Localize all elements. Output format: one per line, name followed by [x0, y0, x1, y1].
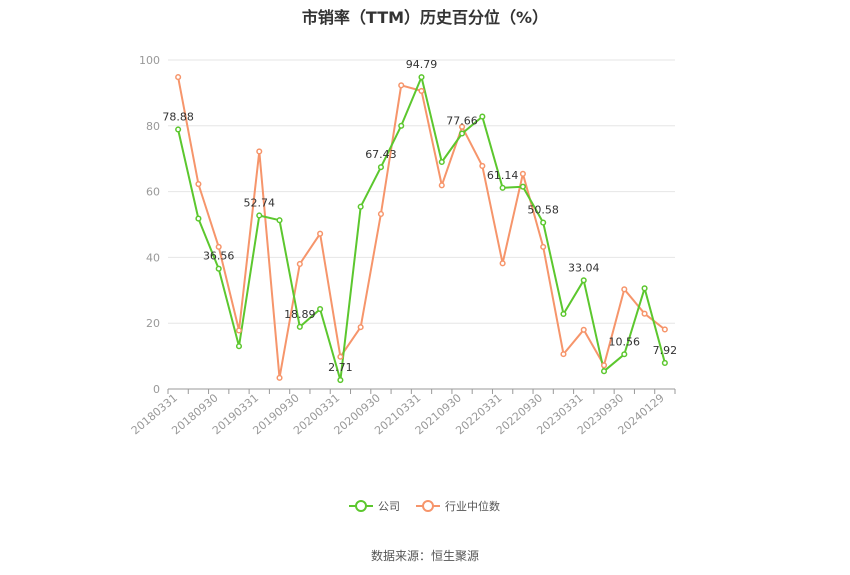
data-point [235, 343, 243, 350]
data-point [641, 285, 648, 292]
data-point [377, 164, 384, 171]
y-tick-label: 0 [153, 383, 160, 396]
data-label: 94.79 [406, 58, 438, 71]
data-point [600, 362, 608, 369]
data-point [661, 359, 668, 366]
data-point [357, 203, 364, 210]
data-point [418, 87, 425, 94]
data-point [215, 265, 222, 272]
data-point [398, 122, 405, 129]
legend-label: 行业中位数 [445, 499, 500, 513]
legend-label: 公司 [378, 500, 400, 513]
data-point [519, 183, 526, 190]
y-tick-label: 60 [146, 186, 160, 199]
data-point [438, 158, 445, 166]
data-label: 33.04 [568, 261, 600, 274]
data-label: 61.14 [487, 169, 519, 182]
data-point [276, 374, 283, 381]
data-point [195, 215, 202, 222]
data-point [276, 217, 283, 224]
series-lines [177, 76, 666, 382]
series-points [175, 74, 668, 384]
data-point [317, 306, 324, 313]
data-point [418, 74, 425, 81]
data-point [661, 326, 668, 333]
data-label: 52.74 [244, 196, 276, 209]
data-point [641, 310, 648, 317]
data-point [499, 260, 506, 267]
data-label: 2.71 [328, 361, 353, 374]
data-point [479, 162, 486, 169]
data-point [580, 277, 587, 284]
source-note: 数据来源：恒生聚源 [370, 549, 479, 563]
data-point [438, 182, 445, 189]
data-point [479, 113, 486, 120]
data-point [459, 130, 466, 137]
y-tick-label: 40 [146, 251, 160, 264]
data-point [175, 126, 182, 133]
data-point [235, 327, 243, 334]
data-label: 10.56 [609, 335, 641, 348]
data-point [540, 219, 547, 226]
data-point [195, 180, 202, 188]
data-point [296, 323, 303, 330]
data-labels: 78.88 36.56 52.74 18.89 2.71 67.43 94.79 77.66 6… [162, 58, 677, 374]
data-point [256, 148, 263, 155]
data-point [459, 123, 466, 130]
data-point [519, 170, 526, 177]
data-point [296, 260, 303, 268]
data-point [317, 230, 324, 237]
data-point [560, 351, 567, 358]
chart-title: 市销率（TTM）历史百分位（%） [301, 8, 549, 27]
legend-marker [355, 500, 367, 512]
data-label: 7.92 [653, 344, 678, 357]
data-point [256, 212, 263, 219]
y-tick-label: 100 [139, 54, 160, 67]
data-point [175, 74, 182, 81]
data-point [337, 353, 344, 360]
data-label: 50.58 [527, 204, 559, 217]
data-point [377, 210, 384, 218]
data-point [621, 351, 628, 358]
gridlines [168, 59, 675, 324]
data-point [215, 243, 222, 250]
data-point [398, 82, 405, 89]
legend: 公司 行业中位数 [349, 499, 500, 513]
data-point [499, 184, 506, 191]
data-point [621, 286, 628, 293]
y-tick-label: 20 [146, 317, 160, 330]
data-point [600, 368, 608, 375]
y-tick-label: 80 [146, 120, 160, 133]
data-point [560, 310, 567, 318]
data-label: 77.66 [446, 114, 478, 127]
data-point [337, 377, 344, 384]
series-line [177, 76, 666, 379]
data-point [580, 326, 587, 333]
data-label: 18.89 [284, 308, 316, 321]
data-label: 67.43 [365, 148, 397, 161]
data-label: 78.88 [162, 110, 194, 123]
axes: 0204060801002018033120180930201903312019… [129, 54, 676, 437]
data-point [357, 324, 364, 331]
data-label: 36.56 [203, 250, 235, 263]
legend-marker [422, 500, 434, 512]
data-point [540, 243, 547, 250]
